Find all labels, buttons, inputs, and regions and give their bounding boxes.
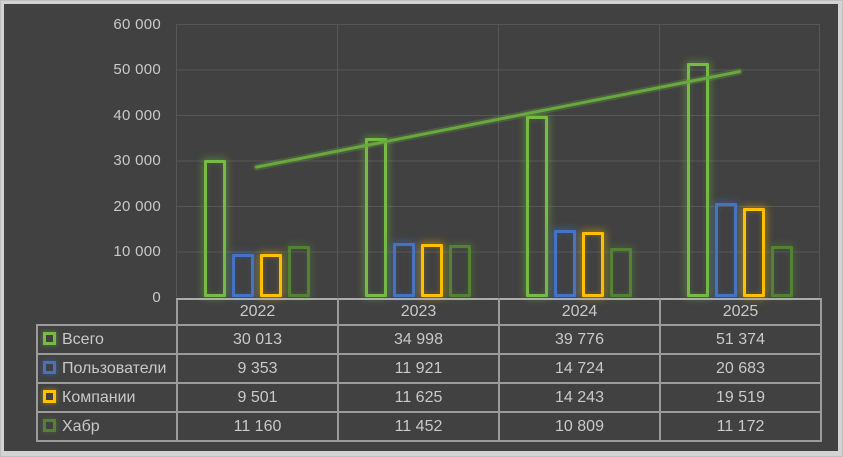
trendline-layer <box>253 68 743 171</box>
bar-Хабр-2024[interactable] <box>609 248 632 297</box>
cell-Пользователи-2023: 11 921 <box>337 353 500 384</box>
vertical-gridline <box>337 24 338 297</box>
y-axis: 60 000 50 000 40 000 30 000 20 000 10 000 0 <box>4 16 161 306</box>
y-tick-label: 30 000 <box>113 152 161 169</box>
cell-Пользователи-2024: 14 724 <box>498 353 661 384</box>
cell-Компании-2023: 11 625 <box>337 382 500 413</box>
chart-canvas: 60 000 50 000 40 000 30 000 20 000 10 000 0 20… <box>4 4 838 451</box>
legend-cell-Компании: Компании <box>36 382 178 413</box>
cell-Всего-2023: 34 998 <box>337 324 500 355</box>
bar-Всего-2023[interactable] <box>364 138 387 297</box>
bar-Хабр-2023[interactable] <box>448 245 471 297</box>
bar-Компании-2025[interactable] <box>742 208 765 297</box>
table-row-Хабр: Хабр 11 160 11 452 10 809 11 172 <box>36 411 822 442</box>
y-tick-label: 60 000 <box>113 15 161 33</box>
y-tick-label: 20 000 <box>113 197 161 215</box>
legend-swatch-Хабр <box>43 418 56 432</box>
bar-Компании-2024[interactable] <box>581 232 604 297</box>
table-header-row: 2022 2023 2024 2025 <box>37 298 822 326</box>
cell-Всего-2025: 51 374 <box>659 324 822 355</box>
legend-cell-Пользователи: Пользователи <box>36 353 178 384</box>
cell-Пользователи-2025: 20 683 <box>659 353 822 384</box>
bar-Пользователи-2022[interactable] <box>231 254 254 297</box>
table-corner-cell <box>37 299 177 325</box>
bar-Компании-2023[interactable] <box>420 244 443 297</box>
bar-group-2024 <box>498 24 659 297</box>
column-header-2023: 2023 <box>337 298 500 326</box>
legend-swatch-Компании <box>43 389 56 403</box>
vertical-gridline <box>659 24 660 297</box>
legend-label-Всего: Всего <box>62 330 104 348</box>
cell-Хабр-2022: 11 160 <box>176 411 339 442</box>
bar-Пользователи-2025[interactable] <box>714 203 737 297</box>
cell-Всего-2024: 39 776 <box>498 324 661 355</box>
cell-Компании-2022: 9 501 <box>176 382 339 413</box>
legend-cell-Хабр: Хабр <box>36 411 178 442</box>
cell-Компании-2025: 19 519 <box>659 382 822 413</box>
bar-group-2022 <box>176 24 337 297</box>
legend-cell-Всего: Всего <box>36 324 178 355</box>
bar-group-2025 <box>659 24 820 297</box>
plot-border-line <box>176 24 177 297</box>
legend-label-Компании: Компании <box>62 388 136 406</box>
plot-border-line <box>819 24 820 297</box>
plot-area[interactable] <box>176 24 820 297</box>
cell-Хабр-2024: 10 809 <box>498 411 661 442</box>
table-row-Пользователи: Пользователи 9 353 11 921 14 724 20 683 <box>36 353 822 384</box>
y-tick-label: 40 000 <box>113 106 161 124</box>
bar-Всего-2024[interactable] <box>525 116 548 297</box>
table-row-Всего: Всего 30 013 34 998 39 776 51 374 <box>36 324 822 355</box>
legend-label-Пользователи: Пользователи <box>62 359 167 377</box>
trendline[interactable] <box>255 70 741 169</box>
cell-Хабр-2025: 11 172 <box>659 411 822 442</box>
legend-label-Хабр: Хабр <box>62 417 100 435</box>
cell-Хабр-2023: 11 452 <box>337 411 500 442</box>
cell-Всего-2022: 30 013 <box>176 324 339 355</box>
bar-Хабр-2022[interactable] <box>287 246 310 297</box>
data-table: 2022 2023 2024 2025 Всего 30 013 34 998 39 776 5… <box>36 298 822 442</box>
bar-Пользователи-2024[interactable] <box>553 230 576 297</box>
bar-Всего-2022[interactable] <box>203 160 226 297</box>
y-tick-label: 0 <box>152 288 161 306</box>
bar-Пользователи-2023[interactable] <box>392 243 415 297</box>
cell-Пользователи-2022: 9 353 <box>176 353 339 384</box>
y-tick-label: 50 000 <box>113 61 161 78</box>
legend-swatch-Всего <box>43 331 56 345</box>
bar-Всего-2025[interactable] <box>686 63 709 297</box>
vertical-gridline <box>498 24 499 297</box>
column-header-2024: 2024 <box>498 298 661 326</box>
bar-group-2023 <box>337 24 498 297</box>
bar-Хабр-2025[interactable] <box>770 246 793 297</box>
cell-Компании-2024: 14 243 <box>498 382 661 413</box>
bar-Компании-2022[interactable] <box>259 254 282 297</box>
legend-swatch-Пользователи <box>43 360 56 374</box>
column-header-2022: 2022 <box>176 298 339 326</box>
column-header-2025: 2025 <box>659 298 822 326</box>
y-tick-label: 10 000 <box>113 243 161 260</box>
table-row-Компании: Компании 9 501 11 625 14 243 19 519 <box>36 382 822 413</box>
